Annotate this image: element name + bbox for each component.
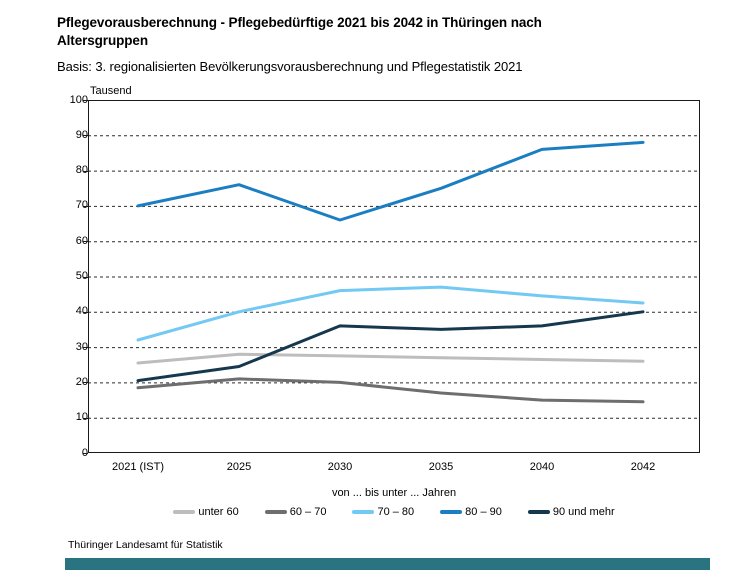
series-line-unter-60 [136,352,645,365]
chart-subtitle: Basis: 3. regionalisierten Bevölkerungsv… [57,59,523,74]
y-tick-label: 10 [75,411,88,424]
legend-item: 80 – 90 [440,506,502,518]
y-tick-label: 50 [75,270,88,282]
chart-title-line2: Altersgruppen [57,33,148,48]
y-tick-label: 30 [75,340,88,353]
series-line-60-70 [136,377,645,404]
source-attribution: Thüringer Landesamt für Statistik [68,539,223,551]
legend-item: 70 – 80 [352,506,414,518]
x-tick-label: 2021 (IST) [112,461,164,473]
x-tick-label: 2025 [226,461,252,473]
series-line-80-90 [136,140,645,222]
line-chart-svg [88,100,700,453]
legend-label: 60 – 70 [289,506,327,518]
y-tick-mark [83,311,88,313]
legend-item: 90 und mehr [527,506,615,518]
x-tick-label: 2040 [529,461,555,473]
x-axis-title: von ... bis unter ... Jahren [331,487,457,499]
y-tick-mark [83,276,88,278]
y-tick-mark [83,417,88,419]
y-tick-mark [83,453,88,454]
legend-item: unter 60 [173,506,239,518]
y-tick-mark [83,241,88,243]
y-tick-mark [83,347,88,349]
legend-swatch-icon [264,510,287,514]
y-tick-mark [83,205,88,207]
y-tick-label: 70 [75,199,88,212]
legend-label: 70 – 80 [377,506,415,518]
chart-title-line1: Pflegevorausberechnung - Pflegebedürftig… [57,15,542,30]
plot-border [88,100,700,453]
y-tick-label: 80 [75,164,88,177]
x-tick-label: 2035 [428,461,454,473]
series-line-90-und-mehr [136,310,645,383]
legend-label: unter 60 [198,506,239,518]
y-tick-label: 0 [58,447,88,459]
y-tick-label: 40 [75,305,88,318]
legend-swatch-icon [173,510,196,514]
y-tick-mark [83,135,88,137]
legend-item: 60 – 70 [264,506,327,518]
legend-swatch-icon [440,510,463,514]
y-tick-label: 100 [69,93,88,106]
y-tick-mark [83,100,88,101]
y-axis-unit-label: Tausend [90,85,132,97]
legend-label: 90 und mehr [552,506,615,518]
accent-bar [65,558,710,570]
y-tick-mark [83,382,88,384]
legend-label: 80 – 90 [465,506,502,518]
chart-title: Pflegevorausberechnung - Pflegebedürftig… [57,14,697,50]
legend: unter 60 60 – 70 70 – 80 80 – 90 90 und mehr [88,506,700,518]
x-tick-label: 2042 [630,461,656,473]
plot-area [88,100,700,453]
legend-swatch-icon [527,510,550,514]
legend-swatch-icon [352,510,375,514]
y-tick-label: 60 [75,234,88,247]
y-tick-label: 20 [75,375,88,388]
y-tick-label: 90 [75,128,88,141]
series-line-70-80 [136,285,645,342]
y-tick-mark [83,170,88,172]
x-tick-label: 2030 [327,461,353,473]
